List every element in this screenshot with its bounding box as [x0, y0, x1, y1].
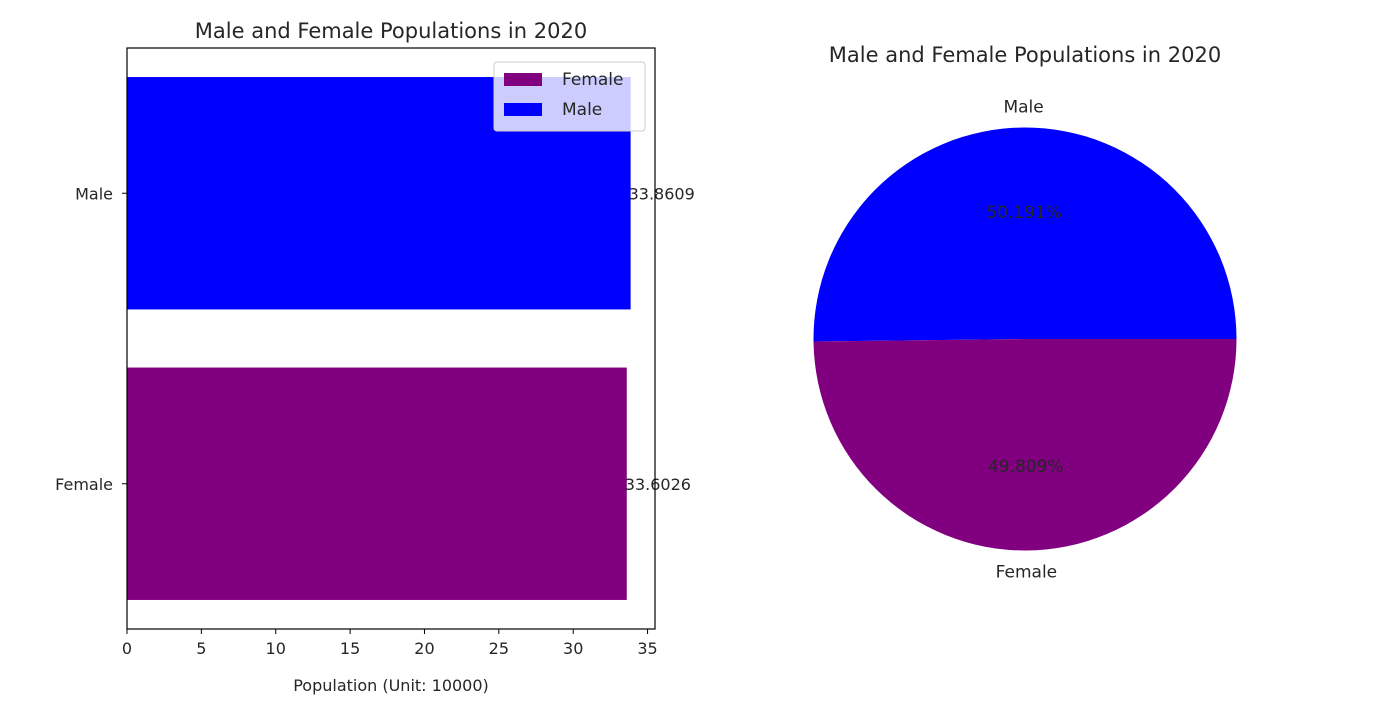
x-tick-label: 0	[122, 639, 132, 658]
x-tick-label: 25	[489, 639, 509, 658]
x-axis: 0 5 10 15 20 25 30 35	[122, 629, 658, 658]
bar-chart: Male and Female Populations in 2020 33.6…	[55, 19, 695, 695]
pie-slice-female	[813, 339, 1237, 551]
pie-pct-female: 49.809%	[988, 457, 1064, 477]
pie-label-female: Female	[996, 563, 1057, 583]
bar-series: 33.6026 33.8609	[127, 77, 695, 600]
legend-label-female: Female	[562, 70, 623, 90]
y-axis: Female Male	[55, 184, 127, 494]
bar-chart-title: Male and Female Populations in 2020	[195, 19, 587, 43]
legend-swatch-female	[504, 73, 542, 86]
pie-chart: Male and Female Populations in 2020 Male…	[813, 43, 1237, 583]
x-tick-label: 5	[196, 639, 206, 658]
x-tick-label: 10	[266, 639, 286, 658]
bar-plot-frame	[126, 47, 656, 630]
legend: Female Male	[493, 61, 646, 132]
x-tick-label: 35	[637, 639, 657, 658]
pie-label-male: Male	[1003, 97, 1043, 117]
pie-slices: Male 50.191% Female 49.809%	[813, 97, 1237, 583]
legend-swatch-male	[504, 103, 542, 116]
bar-value-label: 33.8609	[629, 184, 695, 203]
pie-slice-male	[813, 127, 1237, 342]
x-axis-label: Population (Unit: 10000)	[293, 676, 489, 695]
legend-label-male: Male	[562, 100, 602, 120]
y-tick-label: Female	[55, 475, 113, 494]
bar-female	[127, 367, 627, 600]
pie-chart-title: Male and Female Populations in 2020	[829, 43, 1221, 67]
y-tick-label: Male	[75, 184, 113, 203]
x-tick-label: 20	[414, 639, 434, 658]
bar-value-label: 33.6026	[625, 475, 691, 494]
x-tick-label: 15	[340, 639, 360, 658]
pie-pct-male: 50.191%	[986, 203, 1062, 223]
x-tick-label: 30	[563, 639, 583, 658]
